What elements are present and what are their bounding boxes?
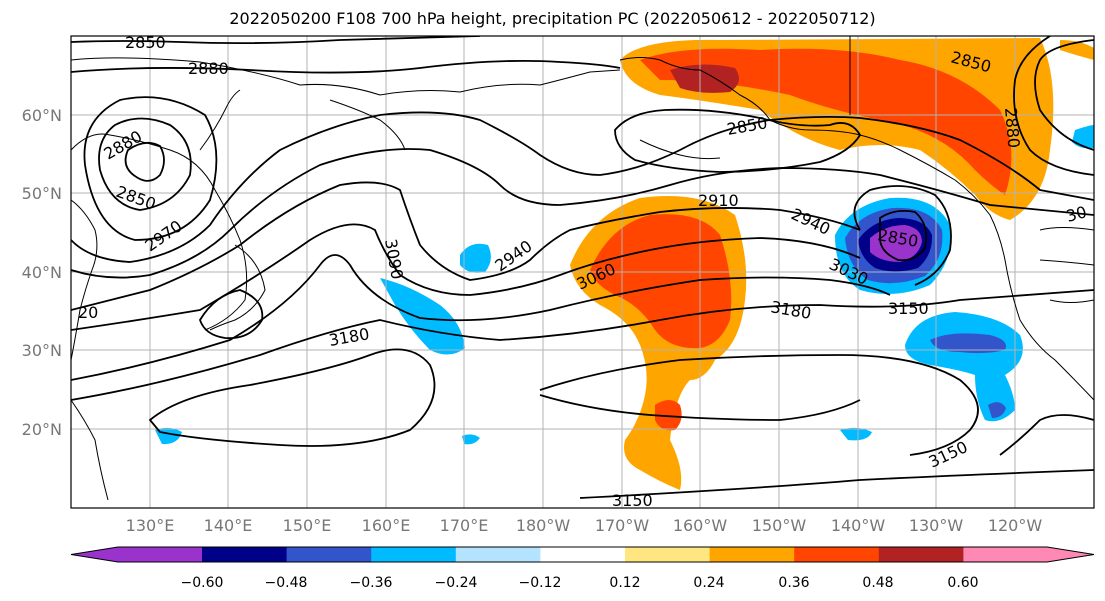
map-area: 2850 2880 2880 2850 2970 3090 2940 3060 … [71,33,1094,510]
colorbar-ticks: −0.60 −0.48 −0.36 −0.24 −0.12 0.12 0.24 … [181,575,979,591]
colorbar-tick-label: −0.60 [181,575,224,591]
colorbar-tick-label: −0.24 [435,575,478,591]
contour-label: 2910 [698,191,739,210]
colorbar-segment [455,547,541,562]
lat-label: 50°N [22,184,62,203]
coastlines [71,36,1094,501]
lon-label: 120°W [988,516,1043,535]
contour-label: 3150 [888,299,929,318]
colorbar-segment [371,547,457,562]
colorbar-tick-label: 0.60 [947,575,978,591]
lat-label: 40°N [22,263,62,282]
colorbar-tick-label: 0.48 [862,575,893,591]
lon-label: 150°W [752,516,807,535]
contour-label: 2880 [1001,107,1023,149]
lon-label: 130°W [909,516,964,535]
colorbar-segment [878,547,964,562]
contour-label: 2850 [125,33,166,52]
colorbar-tick-label: −0.36 [350,575,393,591]
colorbar-extend-min [71,547,118,562]
colorbar-segment [625,547,711,562]
colorbar-segment [118,547,202,562]
map-frame [70,35,1095,509]
lat-label: 30°N [22,341,62,360]
colorbar [70,546,1095,563]
colorbar-tick-label: −0.12 [519,575,562,591]
contour-label: 2880 [188,59,229,78]
lon-label: 140°W [831,516,886,535]
colorbar-segment [794,547,880,562]
lon-label: 140°E [204,516,253,535]
colorbar-tick-label: 0.36 [778,575,809,591]
lat-label: 60°N [22,106,62,125]
map-title: 2022050200 F108 700 hPa height, precipit… [229,9,876,28]
lon-label: 160°W [673,516,728,535]
colorbar-tick-label: −0.48 [265,575,308,591]
lon-label: 170°E [440,516,489,535]
contour-labels: 2850 2880 2880 2850 2970 3090 2940 3060 … [78,33,1089,510]
colorbar-extend-max [1047,547,1094,562]
latitude-labels: 60°N 50°N 40°N 30°N 20°N [22,106,62,439]
lon-label: 170°W [595,516,650,535]
lat-label: 20°N [22,420,62,439]
lon-label: 160°E [362,516,411,535]
lon-label: 180°W [516,516,571,535]
contour-label: 20 [78,303,98,322]
colorbar-segment [202,547,288,562]
lon-label: 150°E [283,516,332,535]
colorbar-segment [540,547,626,562]
colorbar-segment [286,547,372,562]
longitude-labels: 130°E 140°E 150°E 160°E 170°E 180°W 170°… [126,516,1043,535]
contour-label: 30 [1064,202,1089,226]
height-contours [71,36,1094,499]
colorbar-outline [70,546,1095,563]
lon-label: 130°E [126,516,175,535]
colorbar-segment [963,547,1047,562]
colorbar-segment [709,547,795,562]
colorbar-tick-label: 0.24 [693,575,724,591]
contour-label: 3150 [612,491,653,510]
colorbar-tick-label: 0.12 [609,575,640,591]
